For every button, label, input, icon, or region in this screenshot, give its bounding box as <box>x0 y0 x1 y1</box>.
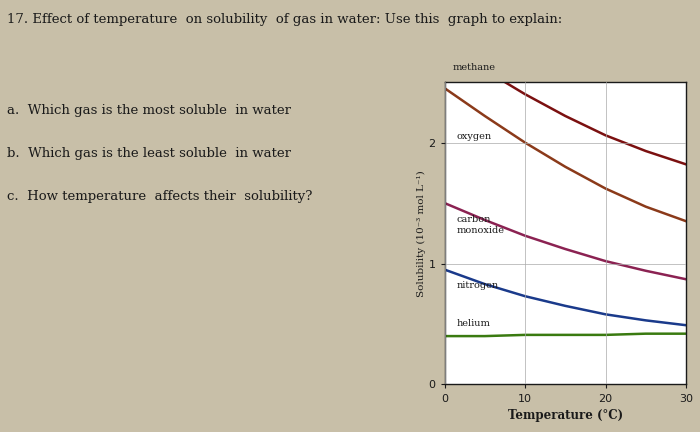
Text: nitrogen: nitrogen <box>456 281 498 290</box>
Text: oxygen: oxygen <box>456 132 491 141</box>
X-axis label: Temperature (°C): Temperature (°C) <box>508 409 623 422</box>
Text: a.  Which gas is the most soluble  in water: a. Which gas is the most soluble in wate… <box>7 104 291 117</box>
Y-axis label: Solubility (10⁻³ mol L⁻¹): Solubility (10⁻³ mol L⁻¹) <box>416 170 426 297</box>
Text: carbon
monoxide: carbon monoxide <box>456 215 505 235</box>
Text: b.  Which gas is the least soluble  in water: b. Which gas is the least soluble in wat… <box>7 147 291 160</box>
Text: 17. Effect of temperature  on solubility  of gas in water: Use this  graph to ex: 17. Effect of temperature on solubility … <box>7 13 562 26</box>
Text: helium: helium <box>456 320 491 328</box>
Text: methane: methane <box>452 63 496 72</box>
Text: c.  How temperature  affects their  solubility?: c. How temperature affects their solubil… <box>7 190 312 203</box>
